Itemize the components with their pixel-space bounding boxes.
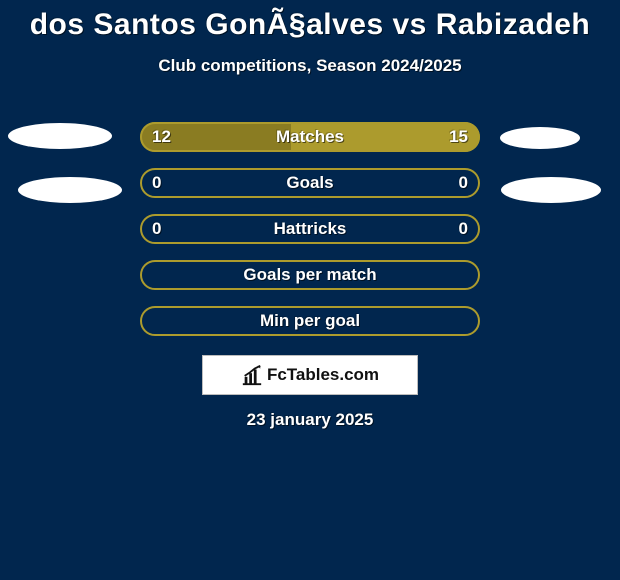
comparison-infographic: dos Santos GonÃ§alves vs Rabizadeh Club … [0,0,620,580]
stat-row: Hattricks0 0 [0,214,620,244]
barchart-icon [241,364,263,386]
stat-label: Hattricks [140,214,480,244]
stat-label: Goals per match [140,260,480,290]
stat-value-left: 0 [152,168,161,198]
fctables-logo: FcTables.com [202,355,418,395]
stat-value-left: 12 [152,122,171,152]
right-team-ellipse [501,177,601,203]
left-team-ellipse [18,177,122,203]
stat-row: Min per goal [0,306,620,336]
stat-value-left: 0 [152,214,161,244]
stat-label: Min per goal [140,306,480,336]
stat-value-right: 0 [459,214,468,244]
stat-value-right: 15 [449,122,468,152]
stat-value-right: 0 [459,168,468,198]
stat-rows: Matches1215Goals00Hattricks00Goals per m… [0,122,620,352]
stat-label: Matches [140,122,480,152]
stat-row: Goals per match [0,260,620,290]
stat-label: Goals [140,168,480,198]
date-label: 23 january 2025 [0,410,620,430]
right-team-ellipse [500,127,580,149]
left-team-ellipse [8,123,112,149]
page-title: dos Santos GonÃ§alves vs Rabizadeh [0,8,620,42]
logo-text: FcTables.com [267,365,379,385]
page-subtitle: Club competitions, Season 2024/2025 [0,56,620,76]
